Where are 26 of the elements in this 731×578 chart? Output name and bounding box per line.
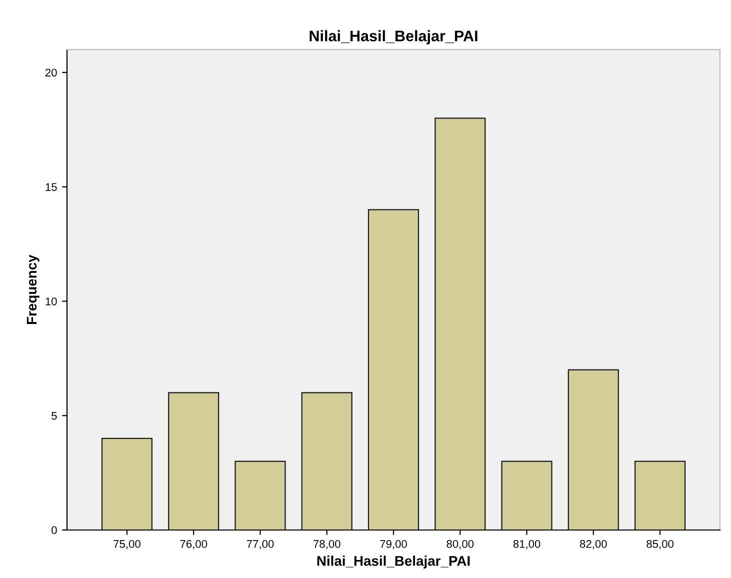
y-axis-title: Frequency — [26, 254, 40, 324]
y-tick-label: 0 — [52, 526, 57, 534]
bar — [634, 460, 686, 530]
x-tick-label: 81,00 — [513, 540, 540, 550]
x-tick-label: 76,00 — [180, 540, 208, 550]
bar — [101, 438, 153, 530]
x-tick-label: 77,00 — [246, 540, 274, 550]
chart-title: Nilai_Hasil_Belajar_PAI — [310, 30, 478, 44]
x-axis-title: Nilai_Hasil_Belajar_PAI — [317, 556, 470, 569]
y-tick-label: 20 — [45, 68, 57, 77]
bar — [234, 460, 286, 530]
bar — [501, 460, 552, 530]
bar — [168, 392, 220, 530]
x-tick-label: 80,00 — [446, 540, 474, 550]
bar — [568, 369, 619, 530]
x-tick-label: 78,00 — [314, 540, 340, 550]
x-tick-label: 79,00 — [380, 540, 407, 550]
y-tick-label: 15 — [46, 183, 57, 191]
bar — [301, 392, 352, 530]
x-tick-label: 85,00 — [646, 540, 674, 550]
bar — [368, 209, 420, 530]
bar — [434, 118, 486, 530]
y-tick-label: 10 — [46, 297, 57, 306]
x-tick-label: 75,00 — [114, 540, 140, 550]
x-tick-label: 82,00 — [580, 540, 607, 550]
y-tick-label: 5 — [52, 412, 57, 420]
